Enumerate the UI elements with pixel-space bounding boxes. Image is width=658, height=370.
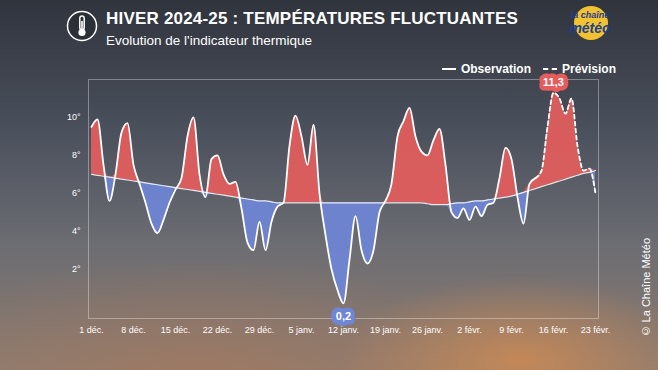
svg-text:23 févr.: 23 févr.: [581, 325, 611, 335]
svg-text:9 févr.: 9 févr.: [499, 325, 524, 335]
svg-text:4°: 4°: [72, 226, 81, 236]
svg-text:11,3: 11,3: [543, 76, 564, 88]
html-text:HIVER 2024-25 : TEMPÉRATURES F: HIVER 2024-25 : TEMPÉRATURES FLUCTUANTES: [106, 9, 518, 28]
svg-text:15 déc.: 15 déc.: [161, 325, 191, 335]
svg-text:22 déc.: 22 déc.: [203, 325, 233, 335]
svg-text:6°: 6°: [72, 188, 81, 198]
svg-text:19 janv.: 19 janv.: [370, 325, 401, 335]
svg-text:10°: 10°: [67, 112, 81, 122]
html-text:Observation: Observation: [460, 62, 531, 76]
svg-text:8°: 8°: [72, 150, 81, 160]
svg-text:2 févr.: 2 févr.: [457, 325, 482, 335]
svg-text:5 janv.: 5 janv.: [289, 325, 315, 335]
svg-text:29 déc.: 29 déc.: [245, 325, 275, 335]
svg-text:0,2: 0,2: [336, 310, 351, 322]
svg-text:2°: 2°: [72, 264, 81, 274]
svg-text:26 janv.: 26 janv.: [412, 325, 443, 335]
svg-text:16 févr.: 16 févr.: [539, 325, 569, 335]
svg-text:8 déc.: 8 déc.: [121, 325, 146, 335]
html-text:la chaîne: la chaîne: [570, 10, 610, 20]
svg-text:12 janv.: 12 janv.: [328, 325, 359, 335]
svg-text:1 déc.: 1 déc.: [79, 325, 104, 335]
html-text:météo: météo: [569, 20, 611, 36]
html-text:Evolution de l'indicateur ther: Evolution de l'indicateur thermique: [106, 33, 312, 48]
html-text:© La Chaîne Météo: © La Chaîne Météo: [640, 238, 652, 338]
html-text:Prévision: Prévision: [562, 62, 616, 76]
